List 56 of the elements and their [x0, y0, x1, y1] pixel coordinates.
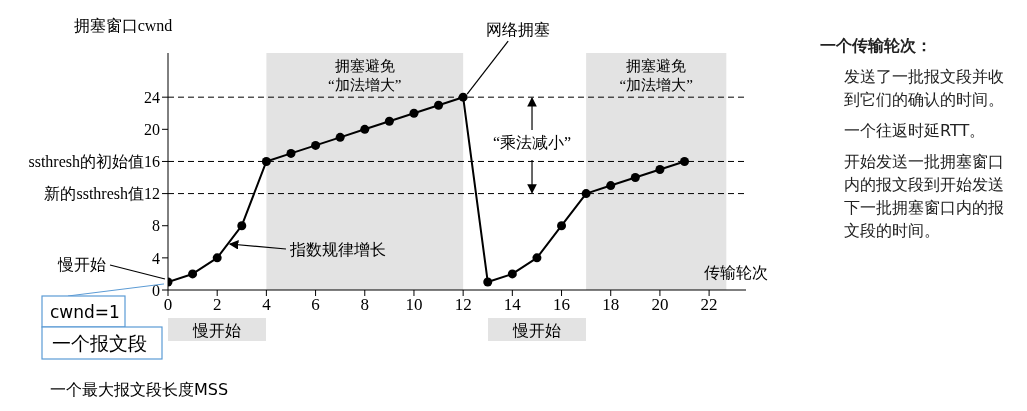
text: 发送了一批报文段并收到它们的确认的时间。	[844, 66, 1005, 111]
text: 一个往返时延RTT。	[844, 120, 987, 142]
text: 慢开始	[512, 322, 561, 339]
x-tick-label: 6	[311, 295, 320, 315]
y-tick-label: 20	[144, 121, 160, 138]
point	[286, 148, 296, 158]
band-label: 拥塞避免 “加法增大”	[619, 58, 693, 93]
text: 一个传输轮次：	[820, 35, 933, 57]
point	[384, 116, 394, 126]
point	[458, 92, 468, 102]
text: 慢开始	[192, 322, 241, 339]
y-tick-label: ssthresh的初始值16	[28, 153, 160, 171]
y-axis-title: 拥塞窗口cwnd	[73, 17, 173, 34]
x-tick-label: 4	[262, 295, 272, 315]
point	[680, 156, 690, 166]
y-tick-label: 4	[152, 249, 160, 267]
y-tick-label: 0	[152, 281, 160, 299]
text: 开始发送一批拥塞窗口内的报文段到开始发送下一批拥塞窗口内的报文段的时间。	[844, 151, 1005, 242]
point	[360, 124, 370, 134]
x-axis-title: 传输轮次	[704, 264, 768, 281]
x-tick-label: 18	[602, 295, 620, 315]
point	[655, 164, 665, 174]
x-tick-label: 12	[454, 295, 472, 315]
point	[581, 189, 591, 199]
x-tick-label: 16	[553, 295, 571, 315]
y-tick-label: 新的ssthresh值12	[44, 185, 160, 203]
point	[212, 253, 222, 263]
point	[557, 221, 567, 231]
annotation: 慢开始	[57, 255, 106, 273]
x-tick-label: 14	[503, 295, 522, 315]
point	[507, 269, 517, 279]
point	[434, 100, 444, 110]
point	[630, 173, 640, 183]
x-tick-label: 20	[651, 295, 669, 315]
y-tick-label: 8	[152, 217, 160, 235]
annotation: “乘法减小”	[492, 134, 572, 151]
point	[606, 181, 616, 191]
point	[409, 108, 419, 118]
point	[311, 140, 321, 150]
point	[483, 277, 493, 287]
point	[237, 221, 247, 231]
x-tick-label: 8	[360, 295, 370, 315]
x-tick-label: 2	[212, 295, 222, 315]
point	[188, 269, 198, 279]
text: 一个最大报文段长度MSS	[50, 380, 229, 399]
band-label: 拥塞避免 “加法增大”	[328, 58, 402, 93]
annotation: 网络拥塞	[486, 21, 551, 39]
annotation: 指数规律增长	[289, 241, 386, 258]
point	[532, 253, 542, 263]
annotation: cwnd=1	[50, 302, 120, 322]
y-tick-label: 24	[144, 88, 160, 106]
point	[261, 156, 271, 166]
x-tick-label: 22	[700, 295, 718, 315]
text: 一个报文段	[52, 332, 147, 354]
x-tick-label: 10	[405, 295, 423, 315]
point	[335, 132, 345, 142]
